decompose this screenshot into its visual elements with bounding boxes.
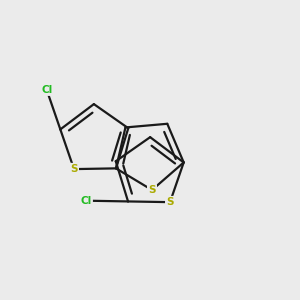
Text: S: S [148, 185, 156, 195]
Text: Cl: Cl [80, 196, 92, 206]
Text: Cl: Cl [41, 85, 52, 95]
Text: S: S [70, 164, 78, 174]
Text: S: S [166, 197, 174, 207]
